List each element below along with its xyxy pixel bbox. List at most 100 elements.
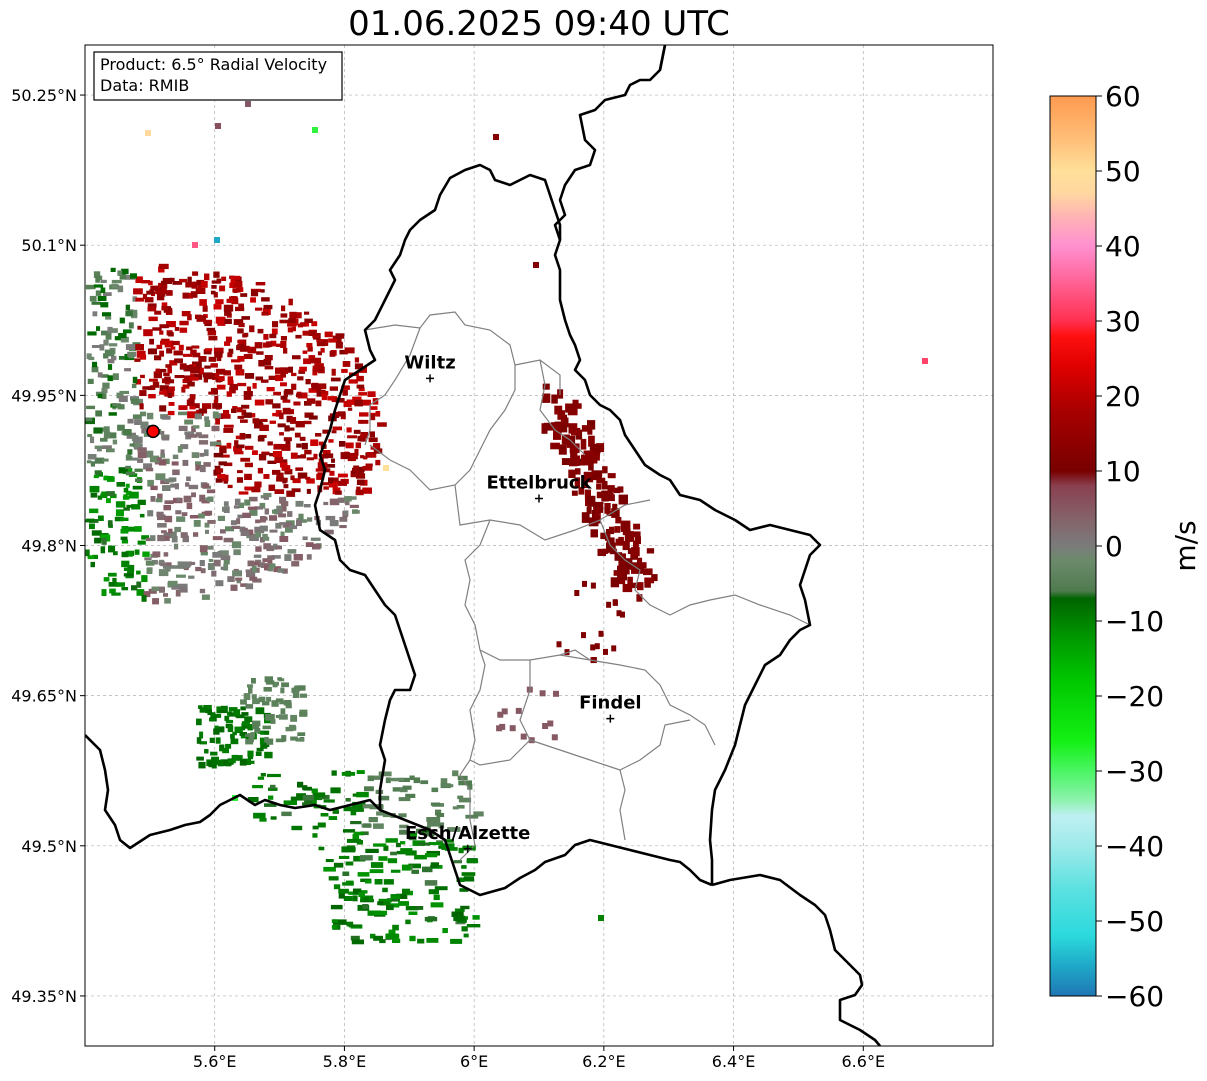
echo-cell — [281, 682, 289, 688]
echo-cell — [305, 476, 311, 480]
echo-cell — [544, 422, 554, 431]
echo-cell — [86, 518, 95, 522]
echo-cell — [238, 491, 249, 495]
echo-cell — [392, 924, 399, 931]
echo-cell — [220, 529, 226, 534]
echo-cell — [288, 525, 298, 530]
echo-cell — [425, 853, 438, 858]
echo-cell — [272, 469, 281, 475]
echo-cell — [220, 705, 228, 713]
echo-cell — [245, 583, 254, 590]
echo-cell — [283, 800, 297, 805]
echo-cell — [274, 508, 283, 515]
echo-cell — [107, 375, 114, 382]
echo-cell — [89, 508, 99, 514]
echo-cell — [159, 559, 165, 566]
echo-cell — [270, 816, 277, 820]
echo-cell — [143, 329, 153, 337]
echo-cell — [231, 525, 241, 529]
echo-cell — [121, 268, 129, 275]
echo-cell — [126, 456, 133, 460]
echo-cell — [160, 453, 165, 458]
echo-cell — [103, 475, 109, 481]
radar-site-marker — [146, 424, 160, 439]
echo-cell — [254, 727, 261, 733]
echo-cell — [622, 540, 630, 551]
echo-cell — [345, 861, 354, 866]
echo-cell — [134, 419, 142, 425]
echo-cell — [203, 462, 211, 467]
echo-cell — [130, 398, 140, 404]
echo-cell — [250, 732, 256, 738]
echo-cell — [232, 731, 237, 736]
echo-cell — [330, 904, 343, 910]
echo-cell — [345, 499, 350, 506]
echo-cell — [291, 825, 303, 831]
echo-cell — [211, 758, 217, 765]
echo-cell — [541, 423, 548, 434]
echo-cell — [329, 498, 340, 506]
echo-cell — [236, 518, 241, 525]
echo-cell — [430, 802, 441, 806]
echo-cell — [86, 353, 92, 360]
echo-cell — [328, 477, 334, 484]
echo-cell — [248, 687, 253, 694]
echo-cell — [268, 375, 278, 380]
echo-cell — [251, 565, 257, 573]
echo-cell — [553, 690, 559, 697]
echo-cell — [254, 423, 264, 429]
echo-cell — [129, 443, 135, 447]
echo-cell — [258, 419, 263, 424]
echo-cell — [178, 411, 187, 416]
echo-cell — [382, 887, 388, 893]
echo-cell — [241, 404, 250, 409]
echo-cell — [339, 349, 348, 355]
echo-cell — [430, 902, 444, 908]
echo-cell — [96, 326, 101, 331]
echo-cell — [161, 530, 167, 534]
echo-cell — [405, 906, 419, 911]
echo-cell — [311, 321, 318, 327]
echo-cell — [192, 425, 200, 429]
echo-cell — [202, 403, 212, 409]
echo-cell — [261, 297, 270, 302]
canton-border-grevenmacher — [559, 649, 716, 746]
y-tick-label-6: 49.35°N — [11, 987, 77, 1006]
echo-cell — [87, 555, 95, 560]
echo-cell — [461, 872, 476, 876]
echo-cell — [167, 392, 173, 398]
echo-cell — [228, 707, 238, 712]
echo-cell — [200, 552, 208, 556]
echo-cell — [633, 523, 641, 530]
echo-cell — [302, 536, 308, 541]
echo-cell — [204, 322, 212, 327]
echo-cell — [228, 712, 236, 717]
echo-cell — [581, 632, 586, 639]
canton-border-east — [599, 519, 811, 626]
echo-cell — [196, 756, 204, 761]
echo-cell — [133, 436, 143, 444]
echo-cell — [89, 485, 100, 493]
echo-cell — [128, 491, 139, 499]
echo-cell — [174, 483, 179, 490]
echo-cell — [170, 346, 176, 350]
colorbar-tick-label-6: 0 — [1105, 530, 1123, 563]
echo-cell — [328, 876, 339, 881]
echo-cell — [233, 319, 244, 325]
echo-cell — [260, 379, 269, 383]
echo-cell — [272, 451, 283, 457]
echo-cell — [360, 455, 365, 459]
echo-cell — [108, 572, 117, 577]
echo-cell — [213, 304, 222, 310]
echo-cell — [181, 386, 186, 393]
echo-cell — [122, 496, 130, 500]
border-belgium — [313, 45, 667, 810]
echo-cell — [313, 453, 318, 460]
echo-cell — [254, 399, 265, 406]
radar-echoes — [85, 101, 928, 945]
echo-cell — [321, 394, 328, 401]
echo-cell — [312, 833, 318, 838]
echo-cell — [163, 532, 171, 538]
echo-cell — [162, 565, 171, 569]
